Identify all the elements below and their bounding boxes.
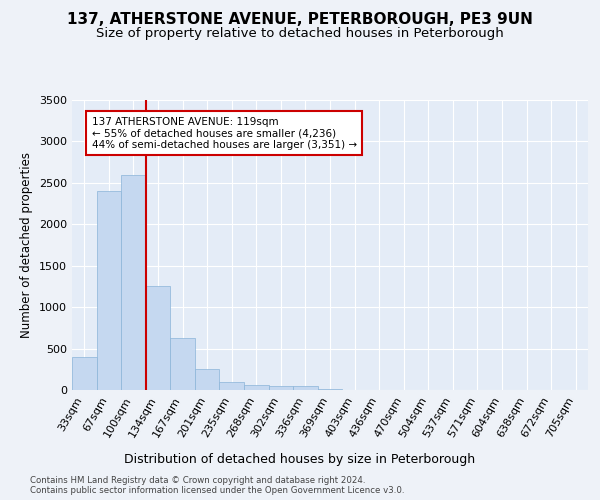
Text: Size of property relative to detached houses in Peterborough: Size of property relative to detached ho…: [96, 28, 504, 40]
Bar: [170, 338, 195, 390]
Bar: [269, 386, 293, 390]
Text: 137, ATHERSTONE AVENUE, PETERBOROUGH, PE3 9UN: 137, ATHERSTONE AVENUE, PETERBOROUGH, PE…: [67, 12, 533, 28]
Bar: [72, 357, 97, 390]
Bar: [293, 386, 318, 390]
Bar: [97, 191, 121, 390]
Bar: [220, 382, 244, 390]
Bar: [244, 385, 269, 390]
Bar: [146, 286, 170, 390]
Bar: [121, 174, 146, 390]
Text: 137 ATHERSTONE AVENUE: 119sqm
← 55% of detached houses are smaller (4,236)
44% o: 137 ATHERSTONE AVENUE: 119sqm ← 55% of d…: [92, 116, 357, 150]
Text: Distribution of detached houses by size in Peterborough: Distribution of detached houses by size …: [124, 452, 476, 466]
Y-axis label: Number of detached properties: Number of detached properties: [20, 152, 34, 338]
Bar: [318, 389, 342, 390]
Text: Contains HM Land Registry data © Crown copyright and database right 2024.
Contai: Contains HM Land Registry data © Crown c…: [30, 476, 404, 495]
Bar: [195, 370, 220, 390]
